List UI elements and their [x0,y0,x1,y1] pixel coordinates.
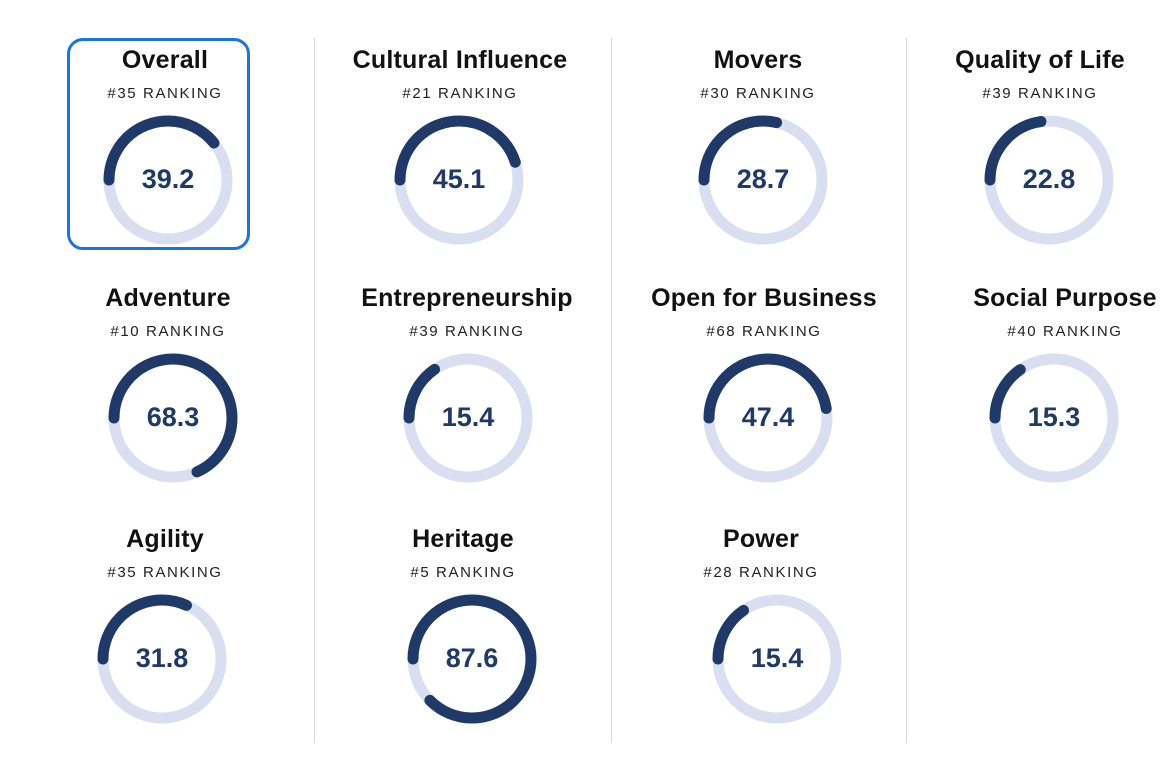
ranking-label: #40 RANKING [1007,323,1123,340]
score-value: 28.7 [736,164,790,194]
category-title: Overall [121,46,209,74]
ranking-label: #28 RANKING [703,564,819,581]
gauge-svg [108,353,238,483]
category-card-entrepreneurship[interactable]: Entrepreneurship #39 RANKING 15.4 [347,278,587,508]
ranking-label: #10 RANKING [110,323,226,340]
category-title: Cultural Influence [352,46,568,74]
score-gauge: 15.4 [709,591,845,727]
gauge-arc [703,353,833,483]
ranking-label: #30 RANKING [700,85,816,102]
score-gauge: 68.3 [105,350,241,486]
ranking-label: #39 RANKING [409,323,525,340]
category-title: Heritage [412,525,514,553]
column-divider [906,38,907,743]
score-gauge: 31.8 [94,591,230,727]
ranking-label: #5 RANKING [410,564,516,581]
category-title: Movers [713,46,803,74]
gauge-svg [712,594,842,724]
score-gauge: 87.6 [404,591,540,727]
gauge-svg [394,115,524,245]
column-divider [314,38,315,743]
category-title: Open for Business [651,284,877,312]
category-title: Entrepreneurship [361,284,573,312]
gauge-svg [103,115,233,245]
score-gauge: 22.8 [981,112,1117,248]
gauge-arc [97,594,227,724]
score-value: 15.4 [441,402,495,432]
score-value: 87.6 [445,643,499,673]
score-value: 31.8 [135,643,189,673]
category-card-agility[interactable]: Agility #35 RANKING 31.8 [45,519,285,749]
gauge-arc [407,594,537,724]
category-card-overall[interactable]: Overall #35 RANKING 39.2 [45,38,285,270]
category-card-open-for-business[interactable]: Open for Business #68 RANKING 47.4 [644,278,884,508]
score-value: 39.2 [141,164,195,194]
gauge-svg [989,353,1119,483]
gauge-arc [984,115,1114,245]
category-title: Quality of Life [955,46,1125,74]
gauge-arc [989,353,1119,483]
category-title: Adventure [105,284,231,312]
gauge-svg [403,353,533,483]
gauge-svg [703,353,833,483]
gauge-svg [984,115,1114,245]
score-gauge: 28.7 [695,112,831,248]
score-value: 15.4 [750,643,804,673]
gauge-svg [698,115,828,245]
score-value: 47.4 [741,402,795,432]
score-gauge: 45.1 [391,112,527,248]
column-divider [611,38,612,743]
gauge-arc [698,115,828,245]
gauge-arc [103,115,233,245]
ranking-label: #39 RANKING [982,85,1098,102]
gauge-arc [394,115,524,245]
score-value: 45.1 [432,164,486,194]
gauge-arc [108,353,238,483]
category-title: Power [722,525,800,553]
score-value: 15.3 [1027,402,1081,432]
category-card-social-purpose[interactable]: Social Purpose #40 RANKING 15.3 [945,278,1170,508]
category-card-power[interactable]: Power #28 RANKING 15.4 [641,519,881,749]
ranking-label: #35 RANKING [107,85,223,102]
category-card-cultural-influence[interactable]: Cultural Influence #21 RANKING 45.1 [340,40,580,270]
score-gauge: 47.4 [700,350,836,486]
ranking-label: #68 RANKING [706,323,822,340]
category-card-quality-of-life[interactable]: Quality of Life #39 RANKING 22.8 [920,40,1160,270]
ranking-label: #21 RANKING [402,85,518,102]
category-title: Social Purpose [973,284,1157,312]
score-gauge: 39.2 [100,112,236,248]
score-value: 68.3 [146,402,200,432]
gauge-arc [712,594,842,724]
gauge-svg [97,594,227,724]
category-card-adventure[interactable]: Adventure #10 RANKING 68.3 [48,278,288,508]
ranking-label: #35 RANKING [107,564,223,581]
gauge-arc [403,353,533,483]
category-card-movers[interactable]: Movers #30 RANKING 28.7 [638,40,878,270]
gauge-svg [407,594,537,724]
category-card-heritage[interactable]: Heritage #5 RANKING 87.6 [343,519,583,749]
category-title: Agility [126,525,204,553]
score-gauge: 15.4 [400,350,536,486]
score-gauge: 15.3 [986,350,1122,486]
score-value: 22.8 [1022,164,1076,194]
